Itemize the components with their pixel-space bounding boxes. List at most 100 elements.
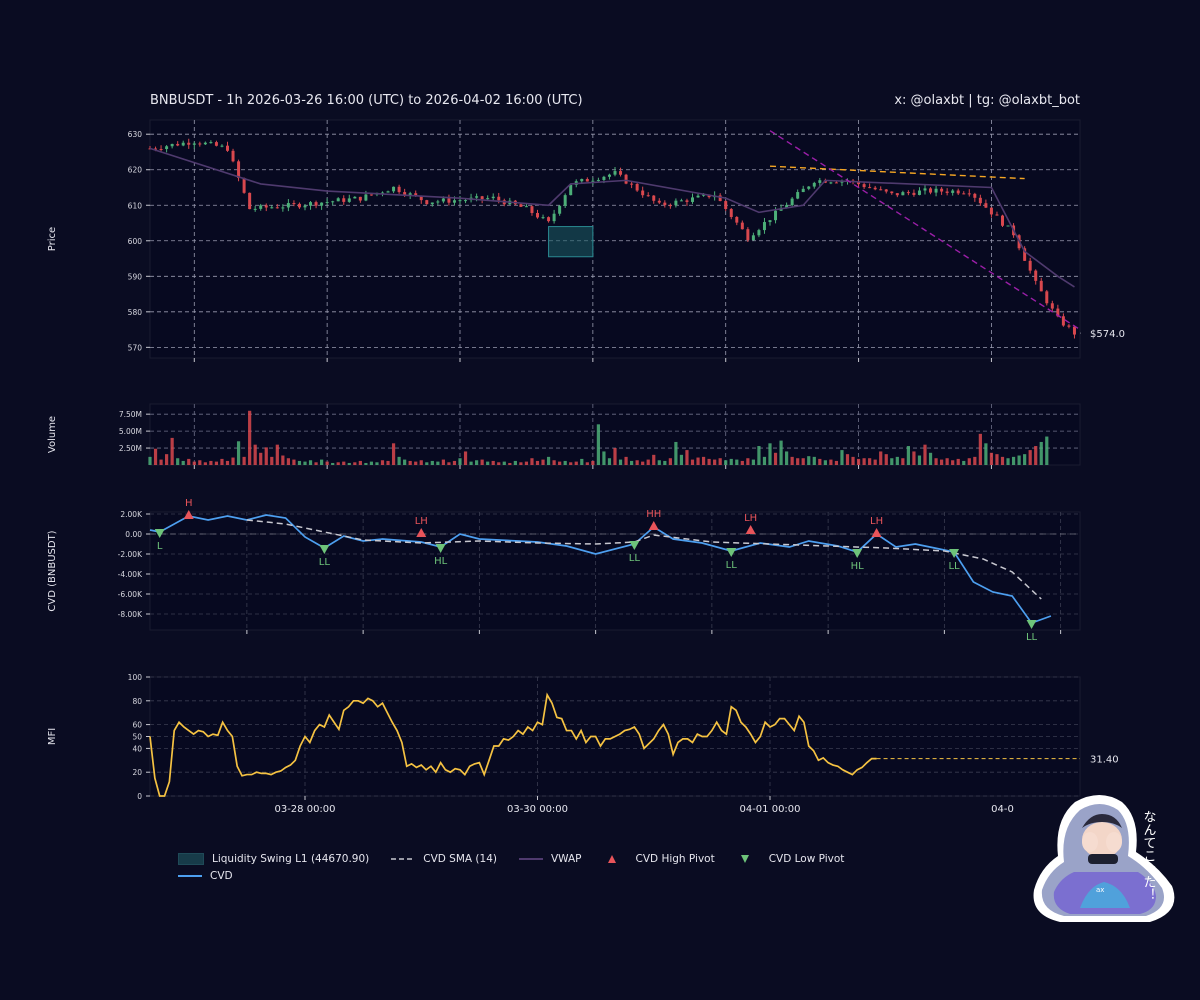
- cvd-low-pivot-label: LL: [726, 560, 738, 571]
- volume-bar: [259, 452, 263, 465]
- volume-bar: [502, 461, 506, 465]
- candle-body: [801, 188, 805, 193]
- candle-body: [464, 200, 468, 202]
- cvd-low-pivot-marker: [629, 541, 640, 550]
- cvd-high-pivot-label: H: [185, 498, 193, 509]
- volume-bar: [580, 458, 584, 465]
- candle-body: [336, 198, 340, 202]
- volume-bar: [1000, 456, 1005, 465]
- volume-bar: [685, 450, 689, 465]
- candle-body: [607, 174, 611, 177]
- volume-bar: [436, 461, 440, 465]
- candle-body: [917, 190, 921, 195]
- candle-body: [619, 171, 623, 175]
- candle-body: [270, 207, 274, 209]
- volume-bar: [170, 437, 174, 465]
- x-tick-label: 03-28 00:00: [274, 804, 335, 815]
- candle-body: [906, 192, 910, 194]
- volume-bar: [928, 452, 933, 465]
- candle-body: [381, 192, 384, 194]
- candle-body: [209, 142, 213, 144]
- candle-body: [303, 205, 307, 208]
- volume-bar: [746, 458, 750, 465]
- volume-bar: [956, 458, 960, 465]
- candle-body: [613, 171, 617, 175]
- candle-body: [187, 142, 191, 145]
- volume-y-tick-label: 2.50M: [119, 444, 142, 453]
- candle-body: [536, 212, 539, 218]
- volume-bar: [602, 451, 606, 465]
- volume-bar: [790, 456, 794, 465]
- volume-bar: [624, 456, 628, 465]
- candle-body: [995, 214, 999, 216]
- volume-bar: [165, 454, 169, 465]
- legend-liquidity-label: Liquidity Swing L1 (44670.90): [212, 852, 370, 865]
- candle-body: [868, 187, 872, 189]
- candle-body: [419, 195, 423, 201]
- volume-bar: [292, 459, 296, 465]
- candle-body: [558, 205, 562, 214]
- cvd-low-pivot-marker: [949, 549, 960, 558]
- volume-bar: [497, 462, 501, 465]
- volume-bar: [984, 443, 988, 465]
- candle-body: [281, 207, 285, 209]
- candle-body: [226, 145, 229, 151]
- candle-body: [403, 192, 407, 196]
- cvd-low-pivot-label: HL: [851, 561, 865, 572]
- volume-bar: [1045, 436, 1049, 465]
- chart-credit: x: @olaxbt | tg: @olaxbt_bot: [894, 93, 1080, 108]
- volume-bar: [873, 459, 877, 465]
- volume-bar: [978, 433, 982, 465]
- volume-bar: [198, 460, 202, 465]
- volume-bar: [286, 458, 290, 465]
- volume-bar: [901, 458, 905, 465]
- volume-bar: [635, 460, 639, 465]
- candle-body: [818, 180, 822, 183]
- mfi-y-tick-label: 40: [132, 744, 142, 753]
- candle-body: [369, 194, 373, 196]
- x-tick-label: 04-01 00:00: [739, 804, 800, 815]
- cvd-high-pivot-marker: [648, 521, 659, 530]
- volume-bar: [563, 460, 567, 465]
- candle-body: [1006, 225, 1010, 227]
- volume-bar: [391, 443, 396, 465]
- cvd-high-pivot-label: LH: [415, 516, 428, 527]
- volume-bar: [308, 460, 313, 465]
- volume-bar: [209, 460, 213, 465]
- volume-bar: [724, 460, 728, 465]
- volume-y-tick-label: 7.50M: [119, 410, 142, 419]
- volume-bar: [646, 459, 650, 465]
- candle-body: [331, 201, 335, 203]
- volume-bar: [403, 459, 407, 465]
- candle-body: [386, 191, 390, 193]
- candle-body: [663, 202, 667, 206]
- volume-bar: [674, 441, 678, 465]
- volume-bar: [801, 458, 805, 465]
- candle-body: [242, 178, 246, 193]
- volume-bar: [690, 459, 695, 465]
- candle-body: [762, 222, 766, 231]
- volume-bar: [884, 454, 888, 465]
- candle-body: [364, 194, 368, 201]
- mfi-y-tick-label: 20: [132, 768, 142, 777]
- candle-body: [414, 193, 418, 196]
- volume-bar: [242, 456, 246, 465]
- volume-bar: [430, 460, 434, 465]
- mfi-y-tick-label: 0: [137, 792, 142, 801]
- volume-bar: [236, 441, 241, 465]
- candle-body: [1072, 326, 1076, 335]
- candle-body: [718, 195, 722, 202]
- volume-bar: [762, 456, 767, 465]
- volume-bar: [225, 460, 230, 465]
- candle-body: [652, 195, 656, 201]
- cvd-low-pivot-label: LL: [319, 557, 331, 568]
- volume-bar: [773, 452, 778, 465]
- candle-body: [436, 201, 440, 203]
- volume-bar: [469, 461, 473, 465]
- volume-bar: [192, 461, 196, 465]
- candle-body: [751, 235, 755, 241]
- volume-bar: [574, 461, 578, 465]
- volume-bar: [1023, 454, 1027, 465]
- vwap-line: [149, 147, 1075, 288]
- candle-body: [895, 193, 899, 196]
